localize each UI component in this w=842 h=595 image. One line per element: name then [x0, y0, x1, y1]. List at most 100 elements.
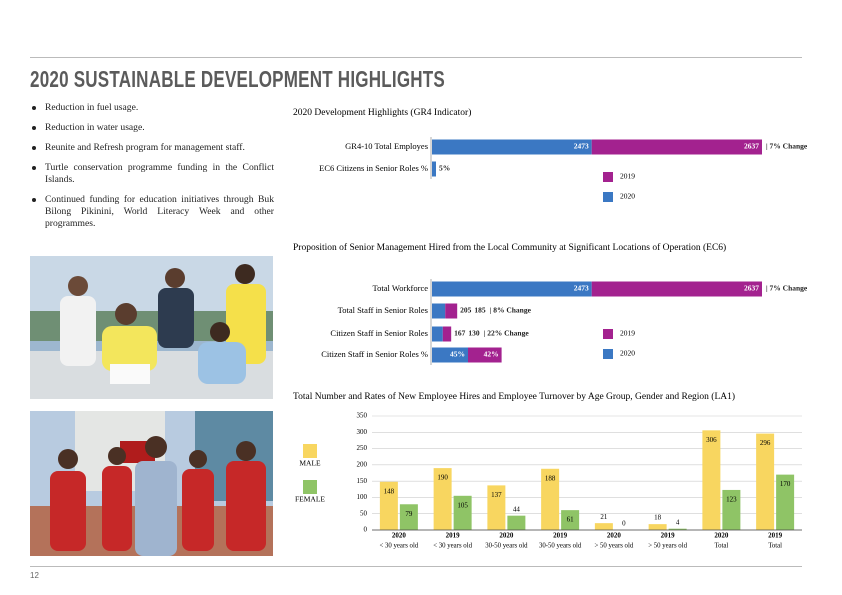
value-label: 105	[457, 501, 468, 509]
change-label: | 7% Change	[766, 142, 808, 151]
bar	[594, 523, 613, 530]
page-title: 2020 SUSTAINABLE DEVELOPMENT HIGHLIGHTS	[30, 66, 445, 92]
x-tick-label: 2020	[714, 532, 729, 540]
photo-team-meeting	[30, 256, 273, 399]
category-label: Citizen Staff in Senior Roles %	[321, 349, 428, 359]
value-label: 167	[454, 329, 466, 338]
bar	[668, 528, 687, 530]
bar	[468, 347, 502, 363]
value-label: 0	[622, 520, 626, 528]
value-label: 18	[654, 514, 662, 522]
x-tick-label: 2019	[553, 532, 568, 540]
x-tick-label: 2020	[607, 532, 622, 540]
value-label: 185	[474, 306, 486, 315]
bar	[432, 161, 436, 177]
bar	[702, 430, 721, 530]
bullet-list: Reduction in fuel usage. Reduction in wat…	[30, 102, 274, 238]
x-group-label: > 50 years old	[648, 543, 687, 550]
bar	[591, 281, 762, 297]
value-label: 79	[405, 510, 413, 518]
bar	[453, 495, 472, 530]
value-label: 45%	[450, 350, 465, 359]
bar	[399, 504, 418, 530]
x-tick-label: 2019	[446, 532, 461, 540]
legend-label: MALE	[299, 459, 321, 468]
bar	[379, 481, 398, 530]
change-label: | 7% Change	[766, 284, 808, 293]
y-tick-label: 150	[357, 477, 368, 485]
category-label: Citizen Staff in Senior Roles	[330, 328, 428, 338]
y-tick-label: 0	[364, 526, 368, 534]
bar	[432, 347, 468, 363]
bar	[507, 515, 526, 530]
legend-label: 2020	[620, 349, 635, 358]
x-group-label: < 30 years old	[379, 543, 418, 550]
bar	[648, 524, 667, 530]
bar	[445, 303, 458, 319]
y-tick-label: 100	[357, 493, 368, 501]
x-group-label: 30-50 years old	[539, 543, 582, 550]
bottom-rule	[30, 566, 802, 567]
bullet: Reduction in water usage.	[30, 122, 274, 134]
x-tick-label: 2019	[768, 532, 783, 540]
value-label: 170	[780, 480, 791, 488]
page-number: 12	[30, 571, 39, 580]
value-label: 188	[545, 474, 556, 482]
x-group-label: Total	[714, 543, 728, 550]
change-label: | 8% Change	[490, 306, 532, 315]
value-label: 205	[460, 306, 472, 315]
legend-swatch	[303, 444, 317, 458]
legend-label: FEMALE	[295, 495, 325, 504]
change-label: | 22% Change	[484, 329, 530, 338]
category-label: Total Staff in Senior Roles	[338, 305, 428, 315]
legend-label: 2020	[620, 192, 635, 201]
legend-swatch	[303, 480, 317, 494]
bar	[433, 468, 452, 530]
legend-label: 2019	[620, 172, 635, 181]
x-group-label: Total	[768, 543, 782, 550]
category-label: EC6 Citizens in Senior Roles %	[319, 163, 428, 173]
photo-staff-flags	[30, 411, 273, 556]
chart-title: Proposition of Senior Management Hired f…	[293, 242, 726, 253]
value-label: 2637	[744, 284, 759, 293]
bar	[432, 326, 443, 342]
value-label: 42%	[484, 350, 499, 359]
bar	[442, 326, 452, 342]
value-label: 296	[760, 439, 771, 447]
bar	[432, 281, 592, 297]
x-group-label: > 50 years old	[594, 543, 633, 550]
value-label: 2473	[574, 284, 589, 293]
x-tick-label: 2019	[661, 532, 676, 540]
y-tick-label: 350	[357, 412, 368, 420]
bullet: Reduction in fuel usage.	[30, 102, 274, 114]
x-group-label: 30-50 years old	[485, 543, 528, 550]
legend-swatch	[603, 329, 613, 339]
bar	[561, 510, 580, 530]
value-label: 190	[437, 474, 448, 482]
bar	[722, 489, 741, 530]
chart-title: Total Number and Rates of New Employee H…	[293, 391, 735, 402]
bullet: Turtle conservation programme funding in…	[30, 162, 274, 186]
y-tick-label: 200	[357, 460, 368, 468]
value-label: 44	[513, 505, 521, 513]
bar	[487, 485, 506, 530]
bar	[432, 303, 446, 319]
value-label: 2473	[574, 142, 589, 151]
value-label: 130	[468, 329, 480, 338]
x-tick-label: 2020	[392, 532, 407, 540]
bullet: Continued funding for education initiati…	[30, 194, 274, 230]
bullet: Reunite and Refresh program for manageme…	[30, 142, 274, 154]
bar	[432, 139, 592, 155]
value-label: 21	[600, 513, 608, 521]
value-label: 61	[567, 516, 575, 524]
bar	[541, 468, 560, 530]
y-tick-label: 300	[357, 428, 368, 436]
bar	[776, 474, 795, 530]
legend-swatch	[603, 172, 613, 182]
bar	[591, 139, 762, 155]
chart-title: 2020 Development Highlights (GR4 Indicat…	[293, 107, 471, 118]
x-group-label: < 30 years old	[433, 543, 472, 550]
x-tick-label: 2020	[499, 532, 514, 540]
